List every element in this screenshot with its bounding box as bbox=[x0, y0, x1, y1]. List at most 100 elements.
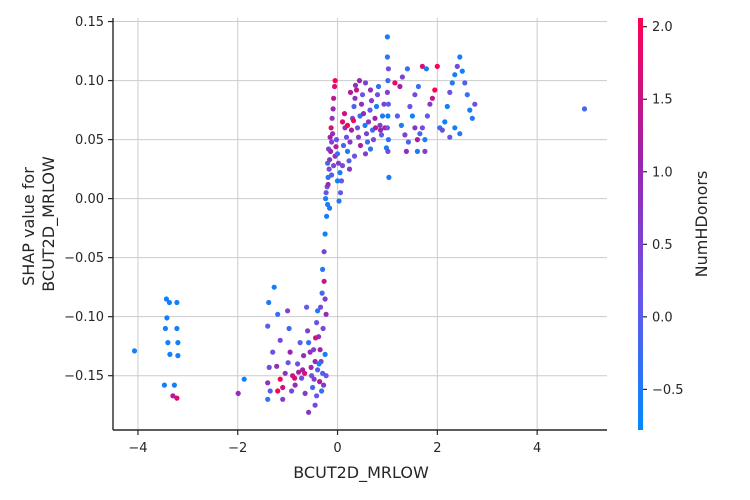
data-point bbox=[364, 139, 371, 145]
data-point bbox=[422, 137, 428, 143]
data-point bbox=[346, 158, 352, 164]
data-point bbox=[419, 125, 425, 131]
data-point bbox=[329, 115, 335, 121]
data-point bbox=[292, 382, 298, 388]
data-point bbox=[351, 153, 358, 159]
data-point bbox=[174, 395, 180, 401]
data-point bbox=[314, 320, 320, 326]
data-point bbox=[373, 103, 380, 110]
data-point bbox=[444, 103, 450, 110]
data-point bbox=[350, 118, 357, 124]
data-point bbox=[340, 142, 347, 149]
data-point bbox=[367, 107, 373, 113]
data-point bbox=[316, 361, 322, 367]
colorbar-tick-label: 0.5 bbox=[652, 238, 673, 253]
data-point bbox=[267, 388, 273, 394]
data-point bbox=[467, 107, 473, 113]
data-point bbox=[332, 83, 338, 90]
data-point bbox=[320, 325, 326, 332]
data-point bbox=[409, 113, 415, 119]
data-point bbox=[362, 151, 369, 157]
data-point bbox=[327, 205, 333, 211]
data-point bbox=[452, 125, 458, 131]
colorbar-label: NumHDonors bbox=[692, 171, 711, 278]
data-point bbox=[377, 122, 383, 128]
data-point bbox=[325, 160, 331, 166]
axes: −4 −2 0 2 4 −0.15 −0.10 −0.05 0.00 0.05 0.10 0.15 bbox=[64, 15, 607, 456]
data-point bbox=[392, 80, 398, 86]
data-point bbox=[321, 249, 327, 255]
y-axis-label-line-2: BCUT2D_MRLOW bbox=[39, 156, 59, 292]
data-point bbox=[317, 347, 323, 353]
colorbar-tick-label: −0.5 bbox=[652, 383, 684, 398]
data-point bbox=[344, 148, 351, 154]
data-point bbox=[372, 125, 379, 131]
data-point bbox=[315, 308, 321, 314]
data-point bbox=[161, 382, 167, 388]
data-point bbox=[337, 170, 343, 176]
data-point bbox=[417, 131, 423, 137]
data-point bbox=[374, 92, 381, 98]
x-tick-label: 0 bbox=[333, 441, 341, 456]
data-point bbox=[323, 373, 329, 379]
data-point bbox=[424, 113, 430, 119]
data-point bbox=[405, 139, 411, 145]
data-point bbox=[302, 370, 308, 376]
data-point bbox=[336, 198, 342, 204]
data-point bbox=[385, 148, 391, 154]
data-point bbox=[312, 402, 318, 408]
data-point bbox=[315, 367, 321, 373]
data-point bbox=[310, 384, 316, 391]
data-point bbox=[439, 127, 445, 133]
data-point bbox=[289, 388, 295, 394]
data-point bbox=[454, 63, 460, 69]
data-point bbox=[287, 349, 293, 355]
data-point bbox=[306, 340, 312, 346]
data-point bbox=[370, 137, 377, 143]
colorbar-tick-label: 2.0 bbox=[652, 20, 673, 35]
data-point bbox=[381, 101, 387, 107]
data-point bbox=[434, 63, 440, 69]
data-point bbox=[415, 83, 421, 90]
data-point bbox=[331, 95, 337, 101]
data-point bbox=[368, 98, 375, 104]
data-point bbox=[131, 348, 138, 354]
data-point bbox=[354, 125, 361, 131]
data-point bbox=[472, 101, 478, 107]
x-axis-label: BCUT2D_MRLOW bbox=[293, 463, 429, 483]
data-point bbox=[319, 388, 325, 394]
data-point bbox=[355, 134, 362, 140]
data-point bbox=[384, 125, 390, 131]
data-point bbox=[265, 323, 271, 329]
data-point bbox=[326, 166, 332, 172]
data-point bbox=[464, 92, 470, 98]
data-point bbox=[270, 349, 276, 355]
data-point bbox=[348, 127, 355, 133]
data-point bbox=[423, 66, 429, 72]
data-point bbox=[347, 139, 353, 145]
data-point bbox=[429, 95, 435, 101]
data-point bbox=[277, 337, 283, 343]
data-point bbox=[351, 103, 357, 110]
data-point bbox=[344, 122, 351, 128]
data-point bbox=[384, 34, 390, 40]
data-point bbox=[175, 340, 181, 346]
data-point bbox=[352, 82, 359, 88]
data-point bbox=[323, 190, 329, 196]
data-point bbox=[358, 101, 365, 107]
data-point bbox=[321, 382, 327, 388]
data-point bbox=[362, 80, 369, 86]
data-point bbox=[265, 396, 271, 402]
data-point bbox=[292, 375, 298, 381]
data-point bbox=[581, 106, 588, 112]
data-point bbox=[311, 376, 317, 382]
data-point bbox=[326, 146, 332, 152]
data-point bbox=[165, 340, 171, 346]
data-point bbox=[320, 266, 326, 272]
data-point bbox=[372, 115, 378, 121]
data-point bbox=[266, 364, 272, 370]
colorbar-gradient bbox=[638, 18, 643, 430]
data-point bbox=[422, 148, 428, 154]
data-point bbox=[404, 66, 410, 72]
data-point bbox=[312, 358, 318, 365]
